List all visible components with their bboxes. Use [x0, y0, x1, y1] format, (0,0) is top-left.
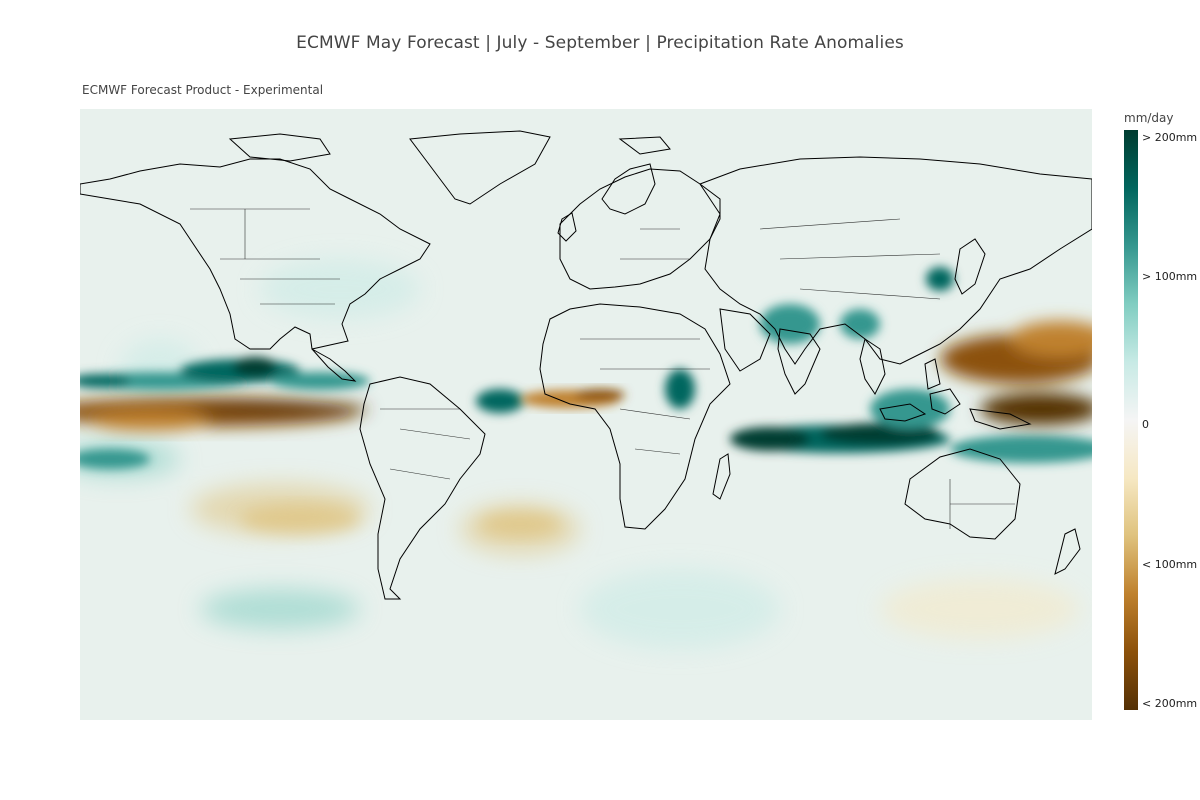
colorbar-title: mm/day [1124, 111, 1174, 125]
coastlines [80, 130, 1092, 600]
colorbar-tick-label: < 100mm [1142, 558, 1198, 571]
colorbar-tick-label: < 200mm [1142, 697, 1198, 710]
chart-subtitle: ECMWF Forecast Product - Experimental [82, 83, 324, 97]
map-svg [80, 109, 1092, 720]
colorbar-tick-label: > 100mm [1142, 270, 1198, 283]
colorbar-tick-label: > 200mm [1142, 131, 1198, 144]
colorbar [1124, 130, 1138, 710]
anomaly-field [80, 259, 1092, 649]
map-plot-area[interactable] [80, 109, 1092, 720]
country-borders [190, 208, 1015, 529]
chart-title: ECMWF May Forecast | July - September | … [296, 33, 904, 53]
colorbar-tick-label: 0 [1142, 418, 1149, 431]
